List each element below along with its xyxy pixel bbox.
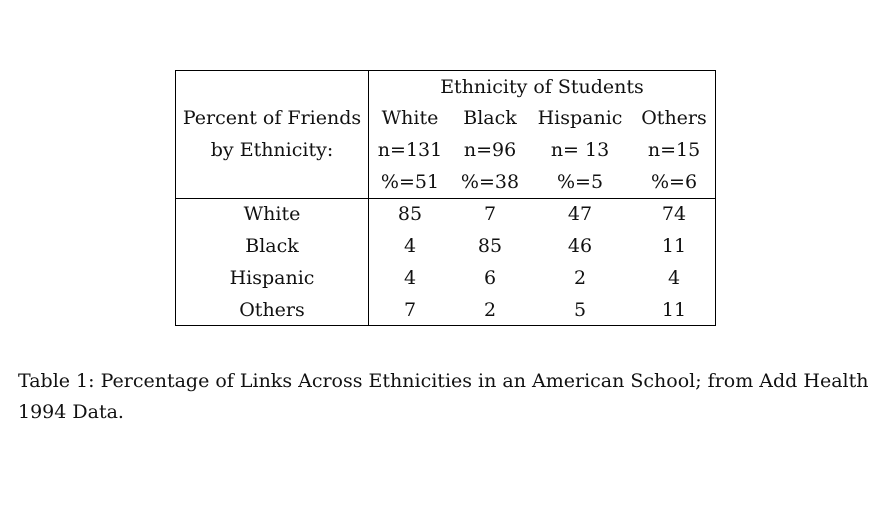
table-cell: 7 — [403, 299, 417, 321]
table-cell: 4 — [403, 267, 417, 289]
table-cell: 5 — [573, 299, 587, 321]
col-n-white: n=131 — [377, 139, 443, 161]
table-cell: 11 — [661, 299, 687, 321]
table-cell: 4 — [667, 267, 681, 289]
table-cell: 6 — [483, 267, 497, 289]
table-cell: 85 — [397, 203, 423, 225]
table-cell: 74 — [661, 203, 687, 225]
table-cell: 46 — [567, 235, 593, 257]
col-header-white: White — [381, 107, 439, 129]
col-pct-others: %=6 — [650, 171, 698, 193]
col-pct-black: %=38 — [460, 171, 520, 193]
col-header-hispanic: Hispanic — [537, 107, 623, 129]
row-label-white: White — [243, 203, 301, 225]
table-cell: 7 — [483, 203, 497, 225]
col-pct-white: %=51 — [380, 171, 440, 193]
row-label-black: Black — [245, 235, 299, 257]
col-header-black: Black — [463, 107, 517, 129]
col-n-black: n=96 — [463, 139, 517, 161]
table-caption: Table 1: Percentage of Links Across Ethn… — [18, 370, 869, 423]
col-pct-hispanic: %=5 — [556, 171, 604, 193]
ethnicity-spanner-header: Ethnicity of Students — [440, 76, 644, 98]
table-cell: 11 — [661, 235, 687, 257]
row-label-hispanic: Hispanic — [229, 267, 315, 289]
row-label-others: Others — [239, 299, 305, 321]
table-cell: 2 — [573, 267, 587, 289]
table-cell: 47 — [567, 203, 593, 225]
row-header-line2: by Ethnicity: — [210, 139, 334, 161]
table-cell: 2 — [483, 299, 497, 321]
table-cell: 4 — [403, 235, 417, 257]
col-header-others: Others — [641, 107, 707, 129]
friendship-table: Ethnicity of Students Percent of Friends… — [175, 70, 716, 326]
row-header-line1: Percent of Friends — [182, 107, 362, 129]
header-divider — [176, 198, 715, 199]
table-cell: 85 — [477, 235, 503, 257]
col-n-hispanic: n= 13 — [550, 139, 610, 161]
col-n-others: n=15 — [647, 139, 701, 161]
